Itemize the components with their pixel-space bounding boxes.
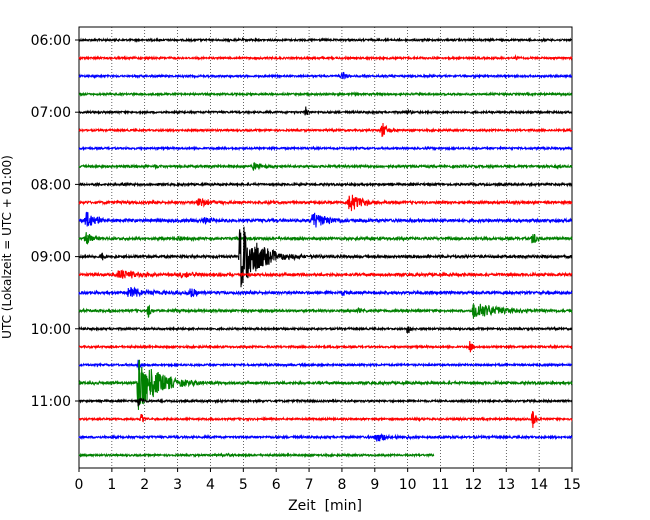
y-axis-label: UTC (Lokalzeit = UTC + 01:00) bbox=[0, 155, 14, 339]
y-axis-ticks: 06:00 07:00 08:00 09:00 10:00 11:00 bbox=[31, 33, 79, 410]
trace-0900 bbox=[78, 226, 573, 288]
x-tick-label: 6 bbox=[272, 477, 281, 493]
trace-0730 bbox=[78, 145, 573, 152]
y-tick-label: 06:00 bbox=[31, 33, 71, 49]
x-tick-label: 13 bbox=[497, 477, 515, 493]
trace-1100 bbox=[78, 397, 573, 407]
trace-0815 bbox=[78, 194, 573, 212]
x-axis-ticks: 0 1 2 3 4 5 6 7 8 9 10 11 12 13 14 15 bbox=[75, 468, 581, 493]
trace-0845 bbox=[78, 232, 573, 245]
trace-0945 bbox=[78, 303, 573, 319]
x-tick-label: 1 bbox=[107, 477, 116, 493]
trace-0930 bbox=[78, 286, 573, 298]
y-tick-label: 10:00 bbox=[31, 322, 71, 338]
y-tick-label: 07:00 bbox=[31, 105, 71, 121]
trace-0745 bbox=[78, 161, 573, 171]
plot-frame bbox=[78, 26, 573, 469]
x-tick-label: 11 bbox=[432, 477, 450, 493]
x-tick-label: 3 bbox=[173, 477, 182, 493]
x-tick-label: 10 bbox=[399, 477, 417, 493]
trace-1130 bbox=[78, 432, 573, 442]
x-tick-label: 7 bbox=[305, 477, 314, 493]
trace-1000 bbox=[78, 325, 573, 334]
x-tick-label: 2 bbox=[140, 477, 149, 493]
trace-0630 bbox=[78, 71, 573, 80]
x-axis-label: Zeit [min] bbox=[288, 498, 362, 514]
x-tick-label: 0 bbox=[75, 477, 84, 493]
trace-lines bbox=[78, 36, 573, 459]
x-tick-label: 9 bbox=[370, 477, 379, 493]
y-tick-label: 09:00 bbox=[31, 250, 71, 266]
x-tick-label: 5 bbox=[239, 477, 248, 493]
trace-0800 bbox=[78, 181, 573, 188]
trace-1145 bbox=[78, 452, 435, 459]
x-tick-label: 14 bbox=[530, 477, 548, 493]
trace-0700 bbox=[78, 106, 573, 116]
y-tick-label: 11:00 bbox=[31, 394, 71, 410]
trace-1045 bbox=[78, 359, 573, 410]
trace-0615 bbox=[78, 53, 573, 62]
trace-1030 bbox=[78, 359, 573, 371]
trace-1115 bbox=[78, 411, 573, 428]
trace-0715 bbox=[78, 123, 573, 137]
x-tick-label: 12 bbox=[464, 477, 482, 493]
trace-0830 bbox=[78, 211, 573, 228]
trace-1015 bbox=[78, 340, 573, 353]
trace-0600 bbox=[78, 36, 573, 44]
trace-0645 bbox=[78, 91, 573, 98]
x-tick-label: 4 bbox=[206, 477, 215, 493]
x-tick-label: 8 bbox=[337, 477, 346, 493]
x-tick-label: 15 bbox=[563, 477, 581, 493]
trace-0915 bbox=[78, 269, 573, 279]
y-tick-label: 08:00 bbox=[31, 177, 71, 193]
